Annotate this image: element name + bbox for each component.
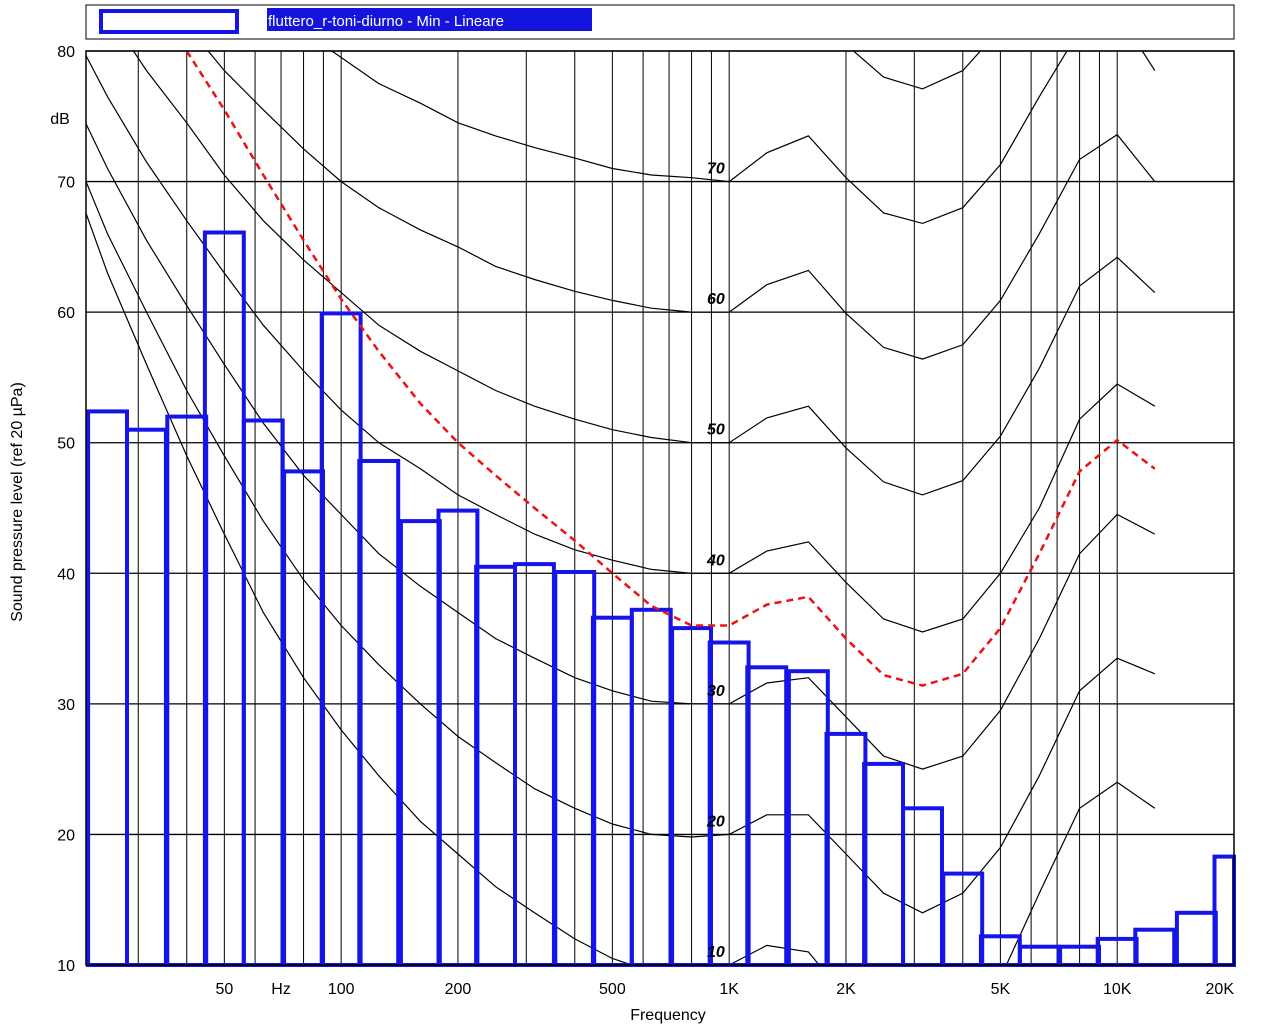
y-axis-title: Sound pressure level (ref 20 µPa) <box>9 382 26 622</box>
equal-loudness-curve <box>86 179 1156 914</box>
axis-ticks: 10 20 30 40 50 60 70 80 50 Hz 100 200 500 1K 2K 5K 10K 20… <box>57 44 1234 998</box>
spectrum-bar <box>357 459 401 967</box>
x-tick-label: 100 <box>328 981 355 998</box>
curve-labels: 10 20 30 40 50 60 70 <box>706 161 725 961</box>
y-unit-label: dB <box>50 111 70 128</box>
x-tick-label: 10K <box>1103 981 1132 998</box>
y-tick-label: 30 <box>57 697 75 714</box>
spectrum-bar <box>629 607 673 967</box>
spectrum-bar <box>398 519 442 967</box>
x-tick-label: 1K <box>719 981 739 998</box>
spectrum-bars <box>86 230 1236 968</box>
spectrum-bar <box>1133 927 1177 968</box>
spectrum-bar <box>474 564 518 967</box>
legend-label-highlight <box>267 8 592 31</box>
y-tick-label: 50 <box>57 436 75 453</box>
curve-label: 30 <box>707 683 725 700</box>
threshold-line <box>185 50 1156 687</box>
x-tick-label: 2K <box>836 981 856 998</box>
legend-swatch <box>99 9 239 34</box>
x-tick-label: 5K <box>991 981 1011 998</box>
y-tick-label: 10 <box>57 958 75 975</box>
y-tick-label: 20 <box>57 827 75 844</box>
x-tick-label: 20K <box>1206 981 1235 998</box>
equal-loudness-curve <box>330 51 1156 225</box>
spectrum-bar <box>241 418 285 967</box>
x-tick-label: 200 <box>445 981 472 998</box>
x-tick-label: 500 <box>599 981 626 998</box>
legend-frame <box>85 4 1235 40</box>
curve-label: 10 <box>707 944 725 961</box>
curve-label: 40 <box>706 552 725 569</box>
plot-area <box>85 50 1235 966</box>
spectrum-bar <box>125 427 168 967</box>
curve-label: 50 <box>707 422 725 439</box>
y-tick-label: 80 <box>57 44 75 61</box>
equal-loudness-curve <box>86 211 1156 965</box>
spectrum-bar <box>786 669 830 967</box>
threshold-line-path <box>185 50 1156 687</box>
legend-label: fluttero_r-toni-diurno - Min - Lineare <box>268 13 504 30</box>
spectrum-bar <box>1017 944 1061 968</box>
equal-loudness-curve <box>86 54 1156 633</box>
equal-loudness-curve <box>132 51 1156 496</box>
x-axis-title: Frequency <box>630 1007 706 1024</box>
x-tick-label: 50 <box>215 981 233 998</box>
spectrum-bar <box>862 761 905 968</box>
equal-loudness-curve <box>86 122 1156 770</box>
curve-label: 60 <box>707 291 725 308</box>
spectrum-bar <box>86 409 129 967</box>
equal-loudness-curve <box>207 51 1156 360</box>
y-tick-label: 40 <box>57 566 75 583</box>
y-tick-label: 70 <box>57 175 75 192</box>
spectrum-bar <box>745 665 789 967</box>
spectrum-bar <box>1174 910 1218 967</box>
equal-loudness-curves <box>86 51 1156 965</box>
legend: fluttero_r-toni-diurno - Min - Lineare <box>85 4 1235 40</box>
curve-label: 20 <box>706 813 725 830</box>
spectrum-bar <box>513 562 556 967</box>
spectrum-bar <box>901 806 944 967</box>
equal-loudness-curve <box>723 51 982 90</box>
grid-lines <box>86 50 1234 966</box>
x-tick-label: Hz <box>271 981 291 998</box>
curve-label: 70 <box>707 161 725 178</box>
y-tick-label: 60 <box>57 305 75 322</box>
